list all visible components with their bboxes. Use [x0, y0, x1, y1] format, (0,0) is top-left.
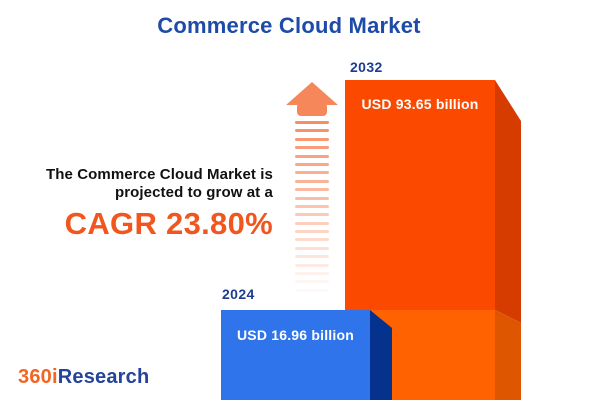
- bar-2024-year-label: 2024: [222, 286, 255, 302]
- bar-2032-side-lower: [495, 310, 521, 400]
- logo-360iresearch: 360iResearch: [18, 366, 149, 389]
- chart-title: Commerce Cloud Market: [157, 13, 421, 38]
- arrow-stub: [297, 103, 327, 116]
- bar-2024-value-label: USD 16.96 billion: [237, 327, 354, 343]
- annotation-line2: projected to grow at a: [114, 183, 273, 201]
- bar-2024-front: [221, 310, 370, 400]
- annotation-block: The Commerce Cloud Market is projected t…: [13, 166, 273, 242]
- bar-2032-side-upper: [495, 80, 521, 323]
- annotation-line1: The Commerce Cloud Market is: [45, 166, 273, 183]
- growth-arrow-icon: [286, 82, 338, 297]
- arrow-dashes: [286, 121, 338, 292]
- bar-2032-year-label: 2032: [350, 59, 383, 75]
- logo-part-research: Research: [57, 366, 150, 388]
- cagr-text: CAGR 23.80%: [64, 206, 273, 241]
- logo-part-360i: 360i: [18, 366, 58, 388]
- bar-2032-front-upper: [345, 80, 495, 310]
- bar-2024-side: [370, 310, 392, 400]
- arrow-head-icon: [286, 82, 338, 105]
- bar-2032-value-label: USD 93.65 billion: [361, 96, 479, 112]
